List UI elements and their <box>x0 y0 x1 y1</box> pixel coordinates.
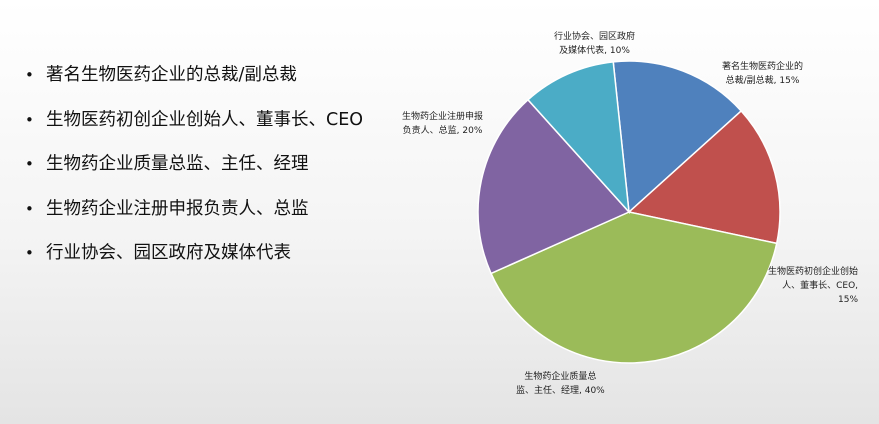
slice-label-founder: 生物医药初创企业创始 人、董事长、CEO, 15% <box>768 265 858 307</box>
slice-label-line: 人、董事长、CEO, <box>782 281 859 291</box>
slice-founder <box>627 109 781 245</box>
slice-label-president: 著名生物医药企业的 总裁/副总裁, 15% <box>722 60 803 88</box>
slice-association <box>526 61 630 215</box>
bullet-dot-icon: • <box>25 155 34 173</box>
slice-label-quality: 生物药企业质量总 监、主任、经理, 40% <box>516 370 605 398</box>
slice-label-line: 生物药企业注册申报 <box>402 112 484 122</box>
slice-label-registration: 生物药企业注册申报 负责人、总监, 20% <box>402 110 483 138</box>
bullet-dot-icon: • <box>25 110 34 129</box>
bullet-text: 生物药企业质量总监、主任、经理 <box>46 154 309 174</box>
bullet-dot-icon: • <box>25 199 34 218</box>
bullet-dot-icon: • <box>25 66 34 84</box>
bullet-item: • 行业协会、园区政府及媒体代表 <box>22 242 363 287</box>
bullet-list: • 著名生物医药企业的总裁/副总裁 • 生物医药初创企业创始人、董事长、CEO • 生… <box>22 64 363 287</box>
slice-label-line: 生物医药初创企业创始 <box>768 267 859 277</box>
bullet-item: • 生物医药初创企业创始人、董事长、CEO <box>22 109 363 154</box>
slice-president <box>612 60 743 214</box>
slice-label-line: 著名生物医药企业的 <box>722 62 804 72</box>
bullet-text: 生物药企业注册申报负责人、总监 <box>46 198 309 219</box>
bullet-item: • 生物药企业质量总监、主任、经理 <box>22 153 363 198</box>
slice-label-line: 监、主任、经理, 40% <box>516 386 605 396</box>
slice-label-association: 行业协会、园区政府 及媒体代表, 10% <box>554 30 635 58</box>
slice-quality <box>490 211 778 364</box>
bullet-text: 生物医药初创企业创始人、董事长、CEO <box>46 109 364 130</box>
bullet-item: • 生物药企业注册申报负责人、总监 <box>22 198 363 243</box>
bullet-text: 著名生物医药企业的总裁/副总裁 <box>46 65 297 85</box>
slice-registration <box>477 98 631 275</box>
slice-label-line: 及媒体代表, 10% <box>559 46 630 56</box>
bullet-item: • 著名生物医药企业的总裁/副总裁 <box>22 64 363 109</box>
slice-label-line: 总裁/副总裁, 15% <box>725 76 800 86</box>
bullet-dot-icon: • <box>25 244 34 262</box>
slice-label-line: 行业协会、园区政府 <box>554 32 636 42</box>
slice-label-line: 生物药企业质量总 <box>524 372 597 382</box>
slice-label-line: 15% <box>838 295 859 305</box>
slice-label-line: 负责人、总监, 20% <box>402 126 483 136</box>
bullet-text: 行业协会、园区政府及媒体代表 <box>46 243 291 263</box>
